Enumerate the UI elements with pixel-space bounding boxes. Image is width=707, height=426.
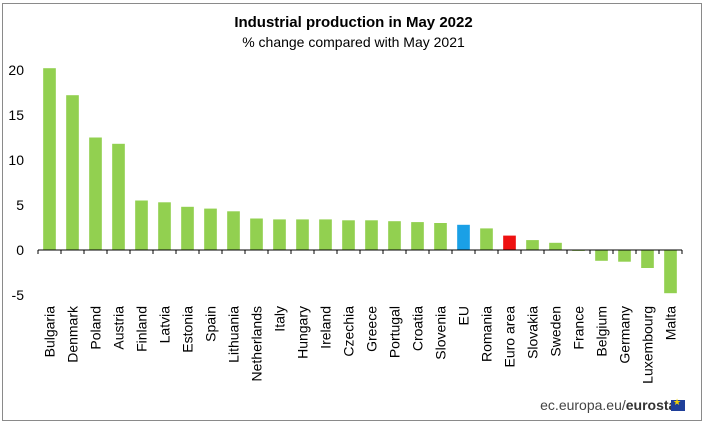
bar-czechia: [342, 220, 355, 250]
bar-germany: [618, 250, 631, 262]
bar-austria: [112, 143, 125, 250]
y-tick-label: 10: [8, 152, 24, 168]
bar-denmark: [66, 95, 79, 250]
bar-hungary: [296, 219, 309, 250]
bar-lithuania: [227, 211, 240, 250]
bar-portugal: [388, 221, 401, 250]
source-url: ec.europa.eu/: [540, 397, 626, 413]
category-label: Belgium: [594, 306, 610, 357]
category-label: Romania: [479, 306, 495, 362]
bar-latvia: [158, 202, 171, 250]
bar-estonia: [181, 206, 194, 250]
category-label: Croatia: [410, 306, 426, 351]
bar-spain: [204, 208, 217, 250]
category-label: Ireland: [318, 306, 334, 349]
chart-subtitle: % change compared with May 2021: [242, 34, 465, 50]
category-label: Bulgaria: [42, 306, 58, 358]
source-brand: eurostat: [625, 397, 681, 413]
category-label: Netherlands: [249, 306, 265, 382]
category-label: Greece: [364, 306, 380, 352]
bar-ireland: [319, 219, 332, 250]
category-label: Slovakia: [525, 306, 541, 359]
category-label: Euro area: [502, 306, 518, 368]
bar-netherlands: [250, 218, 263, 250]
bar-belgium: [595, 250, 608, 261]
category-label: Hungary: [295, 306, 311, 359]
bar-luxembourg: [641, 250, 654, 268]
bar-slovakia: [526, 240, 539, 250]
category-label: Czechia: [341, 306, 357, 357]
bar-italy: [273, 219, 286, 250]
category-label: Luxembourg: [640, 306, 656, 384]
bar-croatia: [411, 222, 424, 250]
category-label: France: [571, 306, 587, 350]
bar-romania: [480, 228, 493, 250]
category-label: EU: [456, 306, 472, 325]
y-tick-label: 20: [8, 62, 24, 78]
category-label: Denmark: [65, 305, 81, 363]
bar-sweden: [549, 242, 562, 250]
y-tick-label: 5: [16, 197, 24, 213]
y-tick-label: 15: [8, 107, 24, 123]
bar-slovenia: [434, 223, 447, 250]
category-label: Slovenia: [433, 306, 449, 360]
category-label: Estonia: [180, 306, 196, 353]
bar-euro-area: [503, 235, 516, 250]
category-label: Sweden: [548, 306, 564, 357]
bar-greece: [365, 220, 378, 250]
category-label: Poland: [88, 306, 104, 350]
category-label: Lithuania: [226, 306, 242, 363]
bar-bulgaria: [43, 68, 56, 250]
category-label: Spain: [203, 306, 219, 342]
category-label: Latvia: [157, 306, 173, 344]
category-label: Italy: [272, 306, 288, 332]
y-tick-label: 0: [16, 242, 24, 258]
source-footer: ec.europa.eu/eurostat: [540, 397, 681, 413]
category-label: Germany: [617, 306, 633, 364]
bar-poland: [89, 137, 102, 250]
category-label: Finland: [134, 306, 150, 352]
category-label: Malta: [663, 306, 679, 340]
y-tick-label: -5: [12, 287, 25, 303]
bar-finland: [135, 200, 148, 250]
eu-flag-icon: [671, 398, 685, 411]
category-label: Austria: [111, 306, 127, 350]
category-label: Portugal: [387, 306, 403, 358]
bar-eu: [457, 224, 470, 250]
chart-title: Industrial production in May 2022: [234, 14, 473, 31]
bar-malta: [664, 250, 677, 294]
